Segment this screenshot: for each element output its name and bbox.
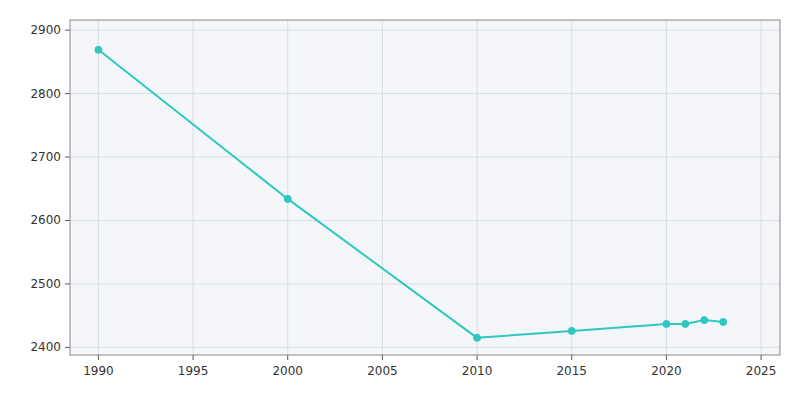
plot-background — [70, 20, 780, 355]
y-tick — [65, 93, 70, 94]
x-tick — [571, 355, 572, 360]
y-tick — [65, 30, 70, 31]
x-tick — [382, 355, 383, 360]
x-grid-line — [666, 20, 667, 355]
x-tick — [287, 355, 288, 360]
data-point — [663, 320, 670, 327]
data-point — [701, 317, 708, 324]
x-tick-label: 2005 — [367, 364, 398, 378]
x-grid-line — [761, 20, 762, 355]
grid — [70, 20, 780, 355]
x-tick — [193, 355, 194, 360]
data-point — [474, 334, 481, 341]
y-grid-line — [70, 157, 780, 158]
y-tick-label: 2700 — [30, 150, 61, 164]
x-tick-label: 1995 — [178, 364, 209, 378]
y-tick — [65, 157, 70, 158]
data-point — [568, 327, 575, 334]
y-tick-label: 2400 — [30, 340, 61, 354]
y-tick — [65, 347, 70, 348]
y-grid-line — [70, 93, 780, 94]
y-grid-line — [70, 347, 780, 348]
chart-svg: 1990 1995 2000 2005 2010 2015 2020 2025 2400 2500… — [0, 0, 800, 400]
x-grid-line — [571, 20, 572, 355]
y-tick-label: 2600 — [30, 213, 61, 227]
plot-frame — [70, 20, 780, 355]
y-grid-line — [70, 283, 780, 284]
data-point — [720, 319, 727, 326]
x-grid-line — [193, 20, 194, 355]
axes: 1990 1995 2000 2005 2010 2015 2020 2025 2400 2500… — [30, 23, 776, 378]
y-tick-label: 2500 — [30, 277, 61, 291]
x-tick-label: 2020 — [651, 364, 682, 378]
y-tick — [65, 283, 70, 284]
x-tick-label: 2025 — [746, 364, 777, 378]
data-point — [682, 320, 689, 327]
x-grid-line — [287, 20, 288, 355]
data-point — [284, 195, 291, 202]
x-tick — [98, 355, 99, 360]
x-tick-label: 2000 — [272, 364, 303, 378]
data-layer — [95, 46, 727, 341]
data-point — [95, 46, 102, 53]
chart-container: 1990 1995 2000 2005 2010 2015 2020 2025 2400 2500… — [0, 0, 800, 400]
y-tick — [65, 220, 70, 221]
y-tick-label: 2900 — [30, 23, 61, 37]
x-grid-line — [477, 20, 478, 355]
x-tick-label: 2010 — [462, 364, 493, 378]
x-tick-label: 1990 — [83, 364, 114, 378]
y-tick-label: 2800 — [30, 87, 61, 101]
x-tick — [761, 355, 762, 360]
x-tick — [477, 355, 478, 360]
data-line — [98, 50, 723, 338]
y-grid-line — [70, 220, 780, 221]
y-grid-line — [70, 30, 780, 31]
x-tick-label: 2015 — [556, 364, 587, 378]
x-grid-line — [382, 20, 383, 355]
x-tick — [666, 355, 667, 360]
x-grid-line — [98, 20, 99, 355]
